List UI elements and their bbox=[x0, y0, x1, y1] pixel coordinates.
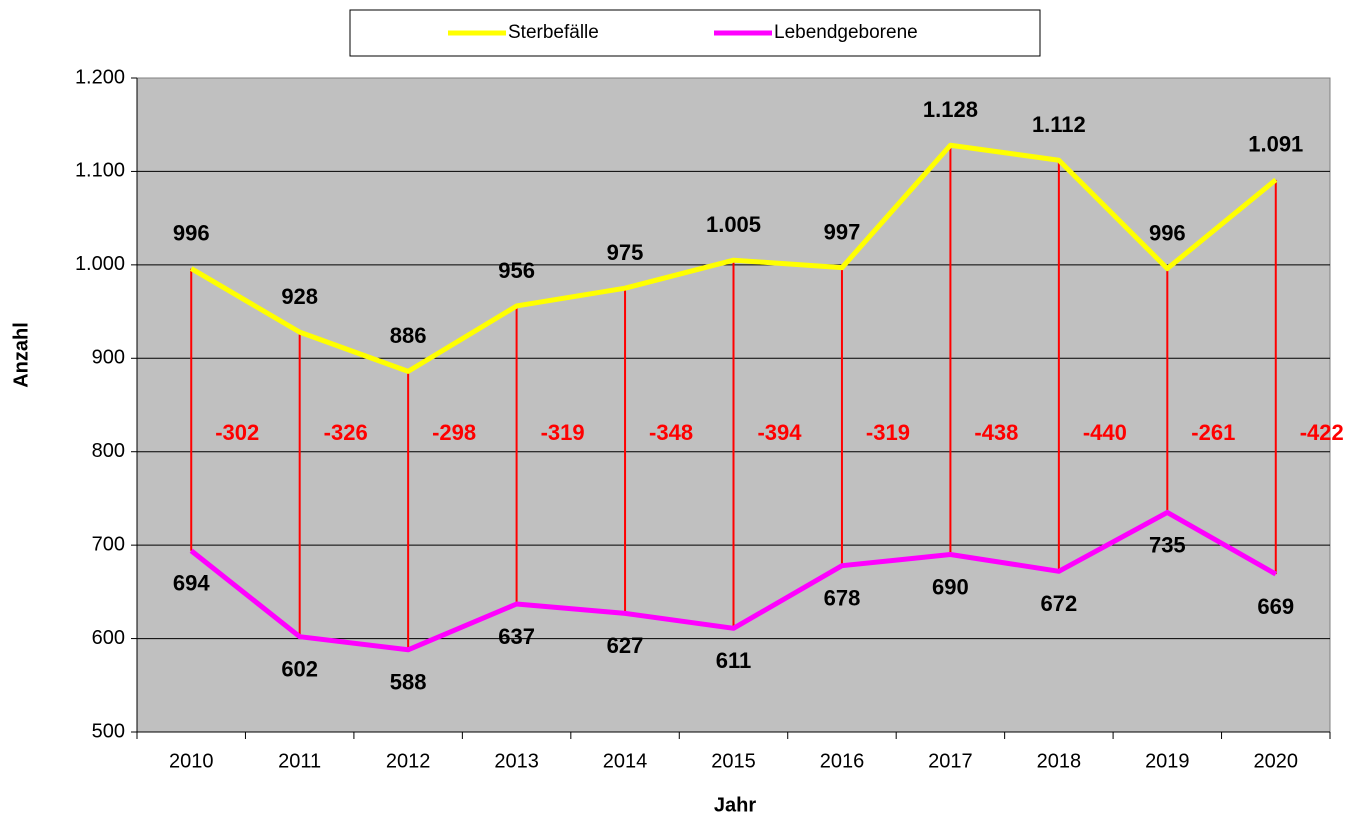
difference-label: -298 bbox=[432, 420, 476, 445]
data-label: 1.112 bbox=[1032, 112, 1086, 137]
data-label: 735 bbox=[1149, 532, 1186, 557]
data-label: 886 bbox=[390, 323, 427, 348]
y-axis-title: Anzahl bbox=[10, 322, 32, 388]
y-tick-label: 700 bbox=[92, 533, 125, 555]
y-tick-label: 600 bbox=[92, 627, 125, 649]
x-tick-label: 2017 bbox=[928, 750, 973, 772]
data-label: 928 bbox=[281, 284, 318, 309]
y-tick-label: 1.000 bbox=[75, 253, 125, 275]
data-label: 669 bbox=[1257, 594, 1294, 619]
series-line bbox=[189, 142, 1278, 374]
y-tick-label: 800 bbox=[92, 440, 125, 462]
x-tick-label: 2012 bbox=[386, 750, 431, 772]
data-label: 975 bbox=[607, 240, 644, 265]
y-tick-label: 500 bbox=[92, 720, 125, 742]
data-label: 996 bbox=[1149, 220, 1186, 245]
x-tick-label: 2010 bbox=[169, 750, 214, 772]
data-label: 956 bbox=[498, 258, 535, 283]
data-label: 602 bbox=[281, 657, 318, 682]
difference-label: -261 bbox=[1191, 420, 1235, 445]
data-label: 678 bbox=[824, 586, 861, 611]
x-tick-label: 2015 bbox=[711, 750, 756, 772]
difference-label: -348 bbox=[649, 420, 693, 445]
legend-label: Sterbefälle bbox=[508, 22, 599, 43]
difference-label: -319 bbox=[866, 420, 910, 445]
difference-label: -319 bbox=[541, 420, 585, 445]
x-axis-title: Jahr bbox=[714, 794, 756, 816]
difference-label: -394 bbox=[757, 420, 802, 445]
x-tick-label: 2013 bbox=[494, 750, 539, 772]
data-label: 637 bbox=[498, 624, 535, 649]
data-label: 996 bbox=[173, 220, 210, 245]
difference-label: -440 bbox=[1083, 420, 1127, 445]
x-tick-label: 2019 bbox=[1145, 750, 1190, 772]
y-tick-label: 900 bbox=[92, 347, 125, 369]
difference-label: -422 bbox=[1300, 420, 1344, 445]
x-tick-label: 2016 bbox=[820, 750, 865, 772]
data-label: 611 bbox=[716, 648, 752, 673]
legend-label: Lebendgeborene bbox=[774, 22, 918, 43]
y-tick-label: 1.200 bbox=[75, 66, 125, 88]
x-tick-label: 2014 bbox=[603, 750, 648, 772]
x-tick-label: 2020 bbox=[1254, 750, 1299, 772]
difference-label: -326 bbox=[324, 420, 368, 445]
data-label: 672 bbox=[1041, 591, 1078, 616]
data-label: 1.091 bbox=[1248, 132, 1303, 157]
y-tick-label: 1.100 bbox=[75, 160, 125, 182]
series-line bbox=[189, 509, 1278, 653]
difference-label: -438 bbox=[974, 420, 1018, 445]
data-label: 588 bbox=[390, 670, 427, 695]
data-label: 997 bbox=[824, 219, 861, 244]
data-label: 694 bbox=[173, 571, 210, 596]
data-label: 1.128 bbox=[923, 97, 978, 122]
x-tick-label: 2018 bbox=[1037, 750, 1082, 772]
data-label: 627 bbox=[607, 633, 644, 658]
data-label: 690 bbox=[932, 574, 969, 599]
x-tick-label: 2011 bbox=[278, 750, 321, 772]
difference-label: -302 bbox=[215, 420, 259, 445]
data-label: 1.005 bbox=[706, 212, 761, 237]
